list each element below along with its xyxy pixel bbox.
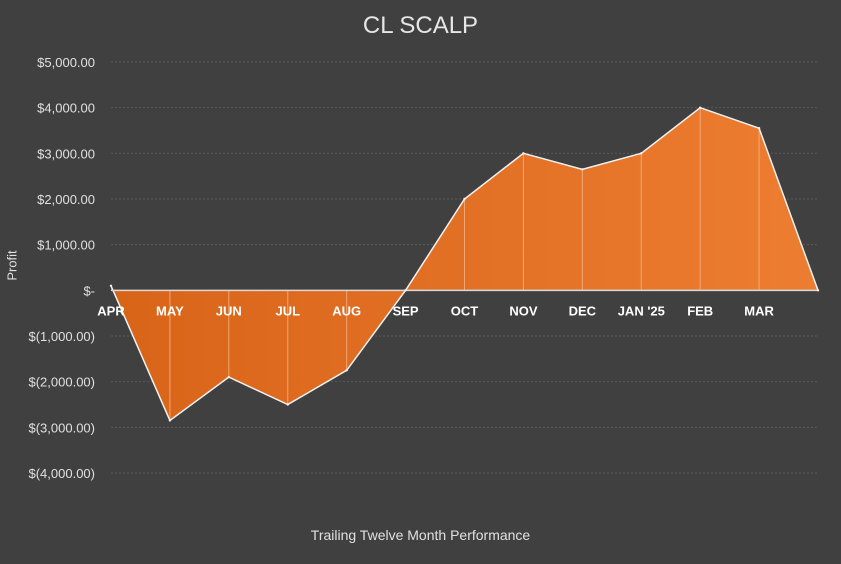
- data-point: [463, 197, 466, 201]
- data-point: [522, 152, 525, 155]
- x-tick-label: MAR: [744, 303, 774, 318]
- data-point: [698, 106, 702, 109]
- area-series: [109, 106, 820, 422]
- x-axis-ticks: APR MAY JUN JUL AUG SEP OCT NOV DEC JAN '25 FEB MAR: [97, 303, 774, 318]
- y-tick-label: $(1,000.00): [29, 329, 96, 344]
- y-tick-label: $(4,000.00): [29, 466, 96, 481]
- x-tick-label: JUL: [276, 303, 301, 318]
- y-tick-label: $1,000.00: [37, 238, 95, 253]
- data-point: [168, 419, 172, 422]
- data-point: [581, 168, 584, 171]
- data-point: [286, 403, 289, 406]
- chart-title: CL SCALP: [362, 12, 479, 39]
- y-tick-label: $4,000.00: [37, 101, 95, 116]
- x-tick-label: JAN '25: [618, 303, 665, 318]
- data-point: [345, 369, 348, 372]
- data-point: [816, 289, 820, 292]
- data-point: [640, 152, 643, 155]
- x-tick-label: DEC: [569, 303, 597, 318]
- data-point: [227, 375, 231, 379]
- data-point: [109, 284, 113, 287]
- data-point: [757, 127, 761, 130]
- y-tick-label: $2,000.00: [37, 192, 95, 207]
- y-axis-ticks: $5,000.00 $4,000.00 $3,000.00 $2,000.00 $1,0…: [29, 55, 96, 481]
- x-tick-label: JUN: [216, 303, 242, 318]
- x-tick-label: NOV: [509, 303, 538, 318]
- x-axis-label: Trailing Twelve Month Performance: [310, 527, 531, 543]
- y-tick-label: $(3,000.00): [29, 420, 96, 435]
- x-tick-label: AUG: [332, 303, 361, 318]
- x-tick-label: MAY: [156, 303, 184, 318]
- y-tick-label: $-: [83, 283, 95, 298]
- data-point: [404, 289, 407, 292]
- y-tick-label: $3,000.00: [37, 146, 95, 161]
- x-tick-label: FEB: [687, 303, 713, 318]
- x-tick-label: OCT: [451, 303, 479, 318]
- x-tick-label: SEP: [393, 303, 419, 318]
- x-tick-label: APR: [97, 303, 125, 318]
- y-tick-label: $(2,000.00): [29, 375, 96, 390]
- y-tick-label: $5,000.00: [37, 55, 95, 70]
